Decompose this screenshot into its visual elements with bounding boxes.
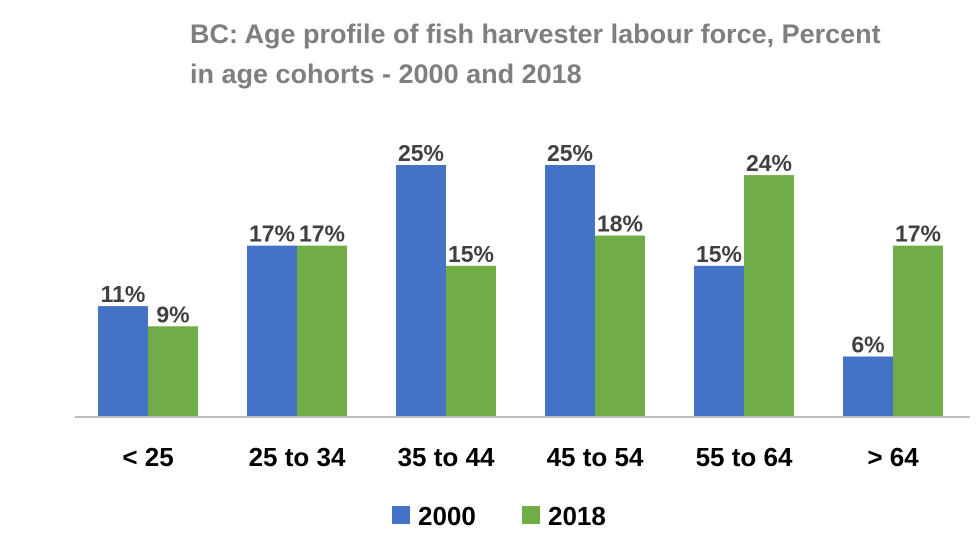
bar-2018-2: [446, 265, 496, 417]
bar-2000-0: [98, 306, 148, 417]
data-label-2018-4: 24%: [746, 150, 792, 176]
category-label-4: 55 to 64: [696, 442, 793, 472]
data-label-2000-1: 17%: [249, 221, 295, 247]
legend-label-2000: 2000: [418, 501, 476, 531]
bar-2018-3: [595, 235, 645, 417]
bars-layer: [98, 165, 943, 417]
data-label-2018-0: 9%: [156, 301, 189, 327]
category-label-1: 25 to 34: [249, 442, 346, 472]
data-label-2018-2: 15%: [448, 241, 494, 267]
legend-swatch-2018: [522, 506, 540, 524]
data-label-2000-3: 25%: [547, 140, 593, 166]
bar-2000-1: [247, 245, 297, 417]
legend-label-2018: 2018: [548, 501, 606, 531]
bar-2000-5: [843, 356, 893, 417]
category-label-2: 35 to 44: [398, 442, 495, 472]
data-labels-layer: 11%9%17% 17%25%15%25%18%15%24%6%17%: [101, 140, 941, 358]
bar-2018-5: [893, 245, 943, 417]
chart-title: BC: Age profile of fish harvester labour…: [190, 14, 975, 94]
data-label-2018-3: 18%: [597, 211, 643, 237]
category-label-3: 45 to 54: [547, 442, 644, 472]
category-labels-layer: < 25 25 to 34 35 to 44 45 to 54 55 to 64 > 64: [122, 442, 919, 472]
data-label-2000-0: 11%: [101, 281, 146, 307]
data-label-2000-5: 6%: [851, 332, 884, 358]
data-label-2000-4: 15%: [696, 241, 742, 267]
bar-2000-3: [545, 165, 595, 417]
category-label-5: > 64: [867, 442, 919, 472]
bar-2018-4: [744, 175, 794, 417]
data-label-2000-2: 25%: [398, 140, 444, 166]
category-label-0: < 25: [122, 442, 173, 472]
chart-title-line-1: BC: Age profile of fish harvester labour…: [190, 19, 881, 49]
data-label-2018-1: 17%: [299, 221, 345, 247]
legend-swatch-2000: [392, 506, 410, 524]
bar-2018-0: [148, 326, 198, 417]
chart-title-line-2: in age cohorts - 2000 and 2018: [190, 59, 582, 89]
bar-2018-1: [297, 245, 347, 417]
data-label-2018-5: 17%: [895, 221, 941, 247]
bar-2000-4: [694, 265, 744, 417]
legend: 2000 2018: [392, 501, 606, 531]
bar-2000-2: [396, 165, 446, 417]
